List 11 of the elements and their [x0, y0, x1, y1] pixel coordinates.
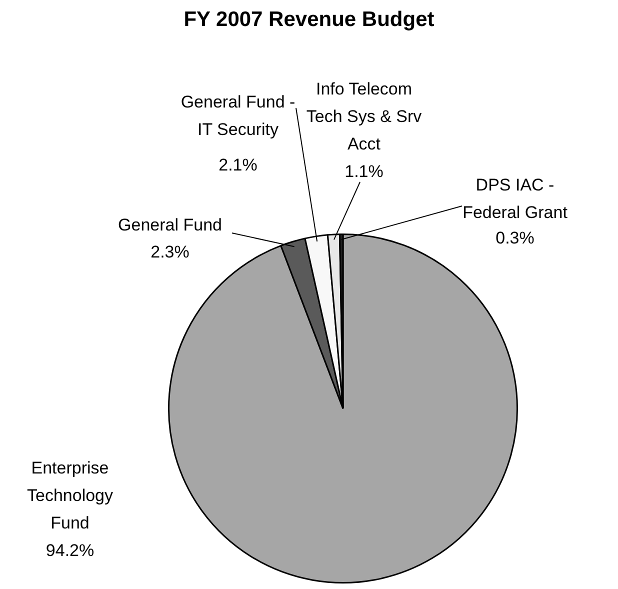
chart-title: FY 2007 Revenue Budget	[182, 8, 436, 32]
slice-label: Info Telecom Tech Sys & Srv Acct	[306, 80, 422, 154]
slice-label: DPS IAC - Federal Grant	[462, 176, 568, 222]
slice-label: General Fund	[118, 216, 222, 235]
data-label: 2.1%	[218, 156, 258, 175]
data-label: 1.1%	[344, 162, 384, 182]
data-label: 0.3%	[496, 228, 534, 248]
data-label: 94.2%	[46, 541, 94, 560]
slice-label: General Fund - IT Security	[180, 92, 296, 140]
data-label: 2.3%	[150, 242, 190, 262]
slice-label: Enterprise Technology Fund	[26, 458, 114, 533]
